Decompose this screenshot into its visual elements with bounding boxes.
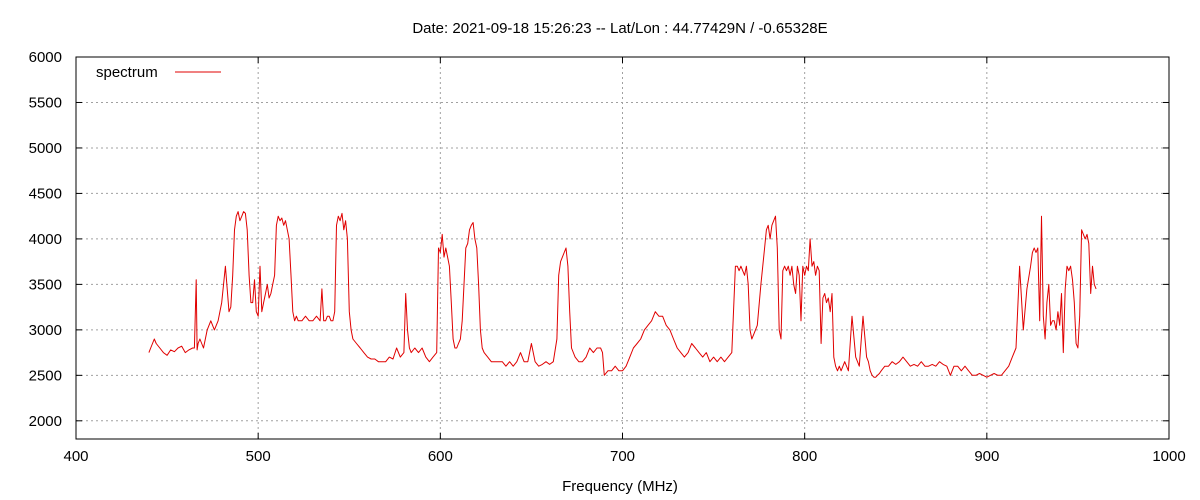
y-tick-label: 2500 xyxy=(29,367,62,384)
y-tick-label: 4500 xyxy=(29,185,62,202)
axes xyxy=(75,56,1170,440)
x-tick-label: 1000 xyxy=(1152,448,1185,465)
x-tick-label: 700 xyxy=(610,448,635,465)
x-tick-labels: 400 500 600 700 800 900 1000 xyxy=(63,448,1185,465)
x-tick-label: 600 xyxy=(428,448,453,465)
y-tick-label: 4000 xyxy=(29,231,62,248)
y-tick-label: 3500 xyxy=(29,276,62,293)
chart-title: Date: 2021-09-18 15:26:23 -- Lat/Lon : 4… xyxy=(412,20,827,37)
y-tick-labels: 2000 2500 3000 3500 4000 4500 5000 5500 6000 xyxy=(29,49,62,430)
x-axis-label: Frequency (MHz) xyxy=(562,478,678,495)
x-tick-label: 400 xyxy=(63,448,88,465)
legend: spectrum xyxy=(96,64,221,81)
y-tick-label: 3000 xyxy=(29,322,62,339)
plot-frame xyxy=(75,56,1170,440)
y-tick-label: 2000 xyxy=(29,413,62,430)
grid-lines xyxy=(76,57,1169,439)
x-tick-label: 900 xyxy=(974,448,999,465)
legend-label: spectrum xyxy=(96,64,158,81)
y-tick-label: 5500 xyxy=(29,94,62,111)
x-tick-label: 500 xyxy=(246,448,271,465)
x-tick-label: 800 xyxy=(792,448,817,465)
y-tick-label: 5000 xyxy=(29,140,62,157)
y-tick-label: 6000 xyxy=(29,49,62,66)
spectrum-series-line xyxy=(148,211,1097,378)
